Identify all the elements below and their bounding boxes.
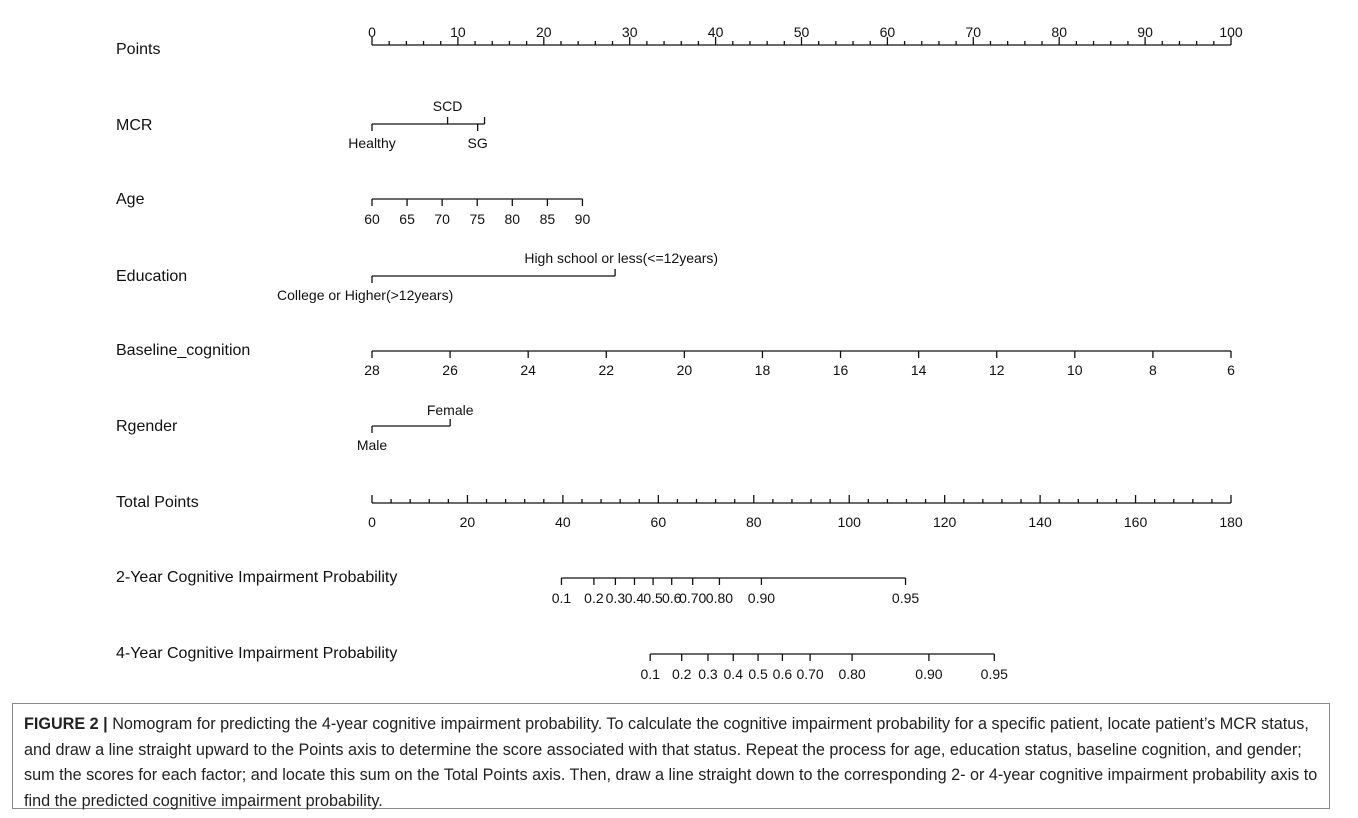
baseline-cognition-tick-label: 10 [1067,362,1083,378]
prob-4yr-tick-label: 0.80 [838,666,865,682]
prob-2yr-tick-label: 0.70 [679,590,706,606]
points-tick-label: 100 [1219,24,1243,40]
baseline-cognition-tick-label: 12 [989,362,1005,378]
total-points-tick-label: 20 [460,514,476,530]
prob-4yr-tick-label: 0.2 [672,666,692,682]
baseline-cognition-tick-label: 8 [1149,362,1157,378]
row-label-5: Rgender [116,418,178,435]
points-tick-label: 20 [536,24,552,40]
baseline-cognition-tick-label: 22 [598,362,614,378]
row-label-4: Baseline_cognition [116,342,250,359]
figure-caption: FIGURE 2 | Nomogram for predicting the 4… [12,703,1330,810]
total-points-tick-label: 80 [746,514,762,530]
row-label-1: MCR [116,117,152,134]
prob-4yr-tick-label: 0.95 [981,666,1008,682]
points-tick-label: 10 [450,24,466,40]
prob-4yr-tick-label: 0.3 [698,666,718,682]
age-tick-label: 85 [540,211,556,227]
mcr-category-label: SCD [433,98,463,114]
baseline-cognition-tick-label: 16 [833,362,849,378]
prob-2yr-tick-label: 0.6 [662,590,682,606]
nomogram-figure: Points MCR Age Education Baseline_cognition R… [116,24,1243,682]
age-tick-label: 70 [434,211,450,227]
points-tick-label: 40 [708,24,724,40]
nomogram-chart: Points MCR Age Education Baseline_cognition R… [116,24,1243,682]
prob-2yr-tick-label: 0.95 [892,590,919,606]
caption-text: Nomogram for predicting the 4-year cogni… [24,715,1318,810]
prob-2yr-tick-label: 0.80 [706,590,733,606]
baseline-cognition-tick-label: 28 [364,362,380,378]
prob-4yr-tick-label: 0.1 [640,666,660,682]
row-label-2: Age [116,191,145,208]
total-points-tick-label: 160 [1124,514,1148,530]
points-tick-label: 60 [880,24,896,40]
caption-figure-id: FIGURE 2 | [24,715,108,733]
prob-2yr-tick-label: 0.2 [584,590,604,606]
mcr-category-label: SG [468,135,488,151]
row-label-3: Education [116,268,187,285]
total-points-tick-label: 140 [1028,514,1052,530]
baseline-cognition-tick-label: 24 [520,362,536,378]
baseline-cognition-tick-label: 6 [1227,362,1235,378]
prob-2yr-tick-label: 0.90 [748,590,775,606]
row-label-8: 4-Year Cognitive Impairment Probability [116,645,397,662]
total-points-tick-label: 120 [933,514,957,530]
points-tick-label: 70 [966,24,982,40]
mcr-category-label: Healthy [348,135,395,151]
education-category-label: High school or less(<=12years) [524,250,718,266]
total-points-tick-label: 40 [555,514,571,530]
baseline-cognition-tick-label: 18 [755,362,771,378]
prob-2yr-tick-label: 0.1 [552,590,572,606]
points-tick-label: 0 [368,24,376,40]
prob-4yr-tick-label: 0.90 [915,666,942,682]
rgender-category-label: Female [427,402,474,418]
age-tick-label: 60 [364,211,380,227]
row-label-7: 2-Year Cognitive Impairment Probability [116,569,397,586]
prob-2yr-tick-label: 0.4 [625,590,645,606]
total-points-tick-label: 100 [838,514,862,530]
prob-4yr-tick-label: 0.6 [773,666,793,682]
points-tick-label: 50 [794,24,810,40]
baseline-cognition-tick-label: 26 [442,362,458,378]
baseline-cognition-tick-label: 20 [677,362,693,378]
age-tick-label: 65 [399,211,415,227]
education-category-label: College or Higher(>12years) [277,287,453,303]
total-points-tick-label: 180 [1219,514,1243,530]
age-tick-label: 90 [575,211,591,227]
total-points-tick-label: 60 [651,514,667,530]
total-points-tick-label: 0 [368,514,376,530]
prob-2yr-tick-label: 0.5 [643,590,663,606]
age-tick-label: 75 [469,211,485,227]
baseline-cognition-tick-label: 14 [911,362,927,378]
points-tick-label: 80 [1051,24,1067,40]
prob-2yr-tick-label: 0.3 [606,590,626,606]
row-label-6: Total Points [116,494,199,511]
points-tick-label: 90 [1137,24,1153,40]
prob-4yr-tick-label: 0.4 [724,666,744,682]
age-tick-label: 80 [505,211,521,227]
points-tick-label: 30 [622,24,638,40]
prob-4yr-tick-label: 0.5 [748,666,768,682]
prob-4yr-tick-label: 0.70 [796,666,823,682]
row-label-0: Points [116,41,160,58]
rgender-category-label: Male [357,437,388,453]
